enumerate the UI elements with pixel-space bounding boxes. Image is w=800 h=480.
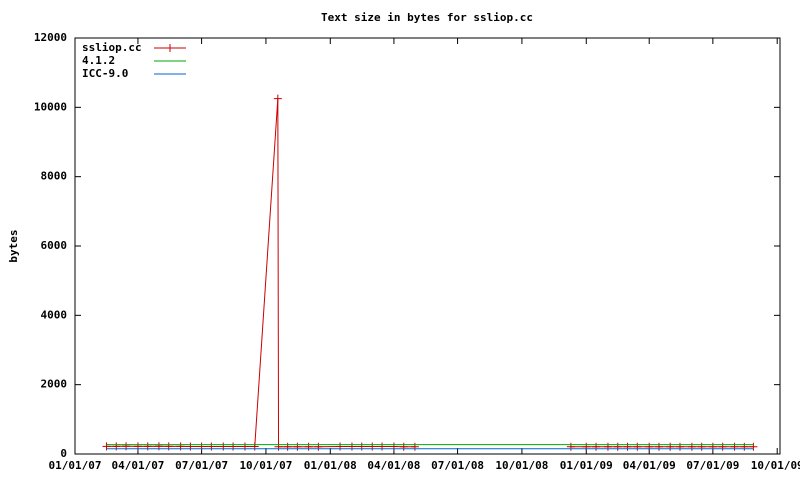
x-tick-label: 04/01/09	[623, 459, 676, 472]
point-marker	[666, 442, 675, 451]
point-marker	[655, 442, 664, 451]
point-marker	[283, 442, 292, 451]
y-axis-label: bytes	[7, 229, 20, 262]
point-marker	[718, 442, 727, 451]
y-tick-label: 12000	[34, 31, 67, 44]
legend-marker	[166, 44, 174, 52]
point-marker	[566, 442, 575, 451]
point-marker	[293, 442, 302, 451]
legend-label: ssliop.cc	[82, 41, 142, 54]
x-tick-label: 07/01/09	[686, 459, 739, 472]
point-marker	[623, 442, 632, 451]
legend-label: 4.1.2	[82, 54, 115, 67]
x-tick-label: 01/01/09	[560, 459, 613, 472]
point-marker	[708, 442, 717, 451]
point-marker	[697, 442, 706, 451]
x-tick-label: 10/01/09	[751, 459, 800, 472]
legend-label: ICC-9.0	[82, 67, 128, 80]
chart-title: Text size in bytes for ssliop.cc	[321, 11, 533, 24]
y-tick-label: 0	[60, 447, 67, 460]
point-marker	[274, 442, 283, 451]
x-tick-label: 01/01/07	[49, 459, 102, 472]
x-tick-label: 07/01/07	[175, 459, 228, 472]
y-tick-label: 2000	[41, 378, 68, 391]
point-marker	[675, 442, 684, 451]
point-marker	[582, 442, 591, 451]
y-tick-label: 8000	[41, 170, 68, 183]
point-marker	[410, 442, 419, 451]
y-tick-label: 10000	[34, 100, 67, 113]
y-tick-label: 4000	[41, 308, 68, 321]
point-marker	[102, 442, 111, 451]
point-marker	[592, 442, 601, 451]
point-marker	[304, 442, 313, 451]
x-tick-label: 01/01/08	[304, 459, 357, 472]
x-tick-label: 10/01/08	[495, 459, 548, 472]
point-marker	[273, 94, 282, 103]
point-marker	[730, 442, 739, 451]
point-marker	[314, 442, 323, 451]
y-tick-label: 6000	[41, 239, 68, 252]
x-tick-label: 04/01/08	[367, 459, 420, 472]
point-marker	[603, 442, 612, 451]
point-marker	[740, 442, 749, 451]
point-marker	[633, 442, 642, 451]
point-marker	[613, 442, 622, 451]
x-tick-label: 04/01/07	[111, 459, 164, 472]
point-marker	[645, 442, 654, 451]
point-marker	[749, 442, 758, 451]
point-marker	[687, 442, 696, 451]
x-tick-label: 10/01/07	[239, 459, 292, 472]
point-marker	[399, 442, 408, 451]
x-tick-label: 07/01/08	[431, 459, 484, 472]
